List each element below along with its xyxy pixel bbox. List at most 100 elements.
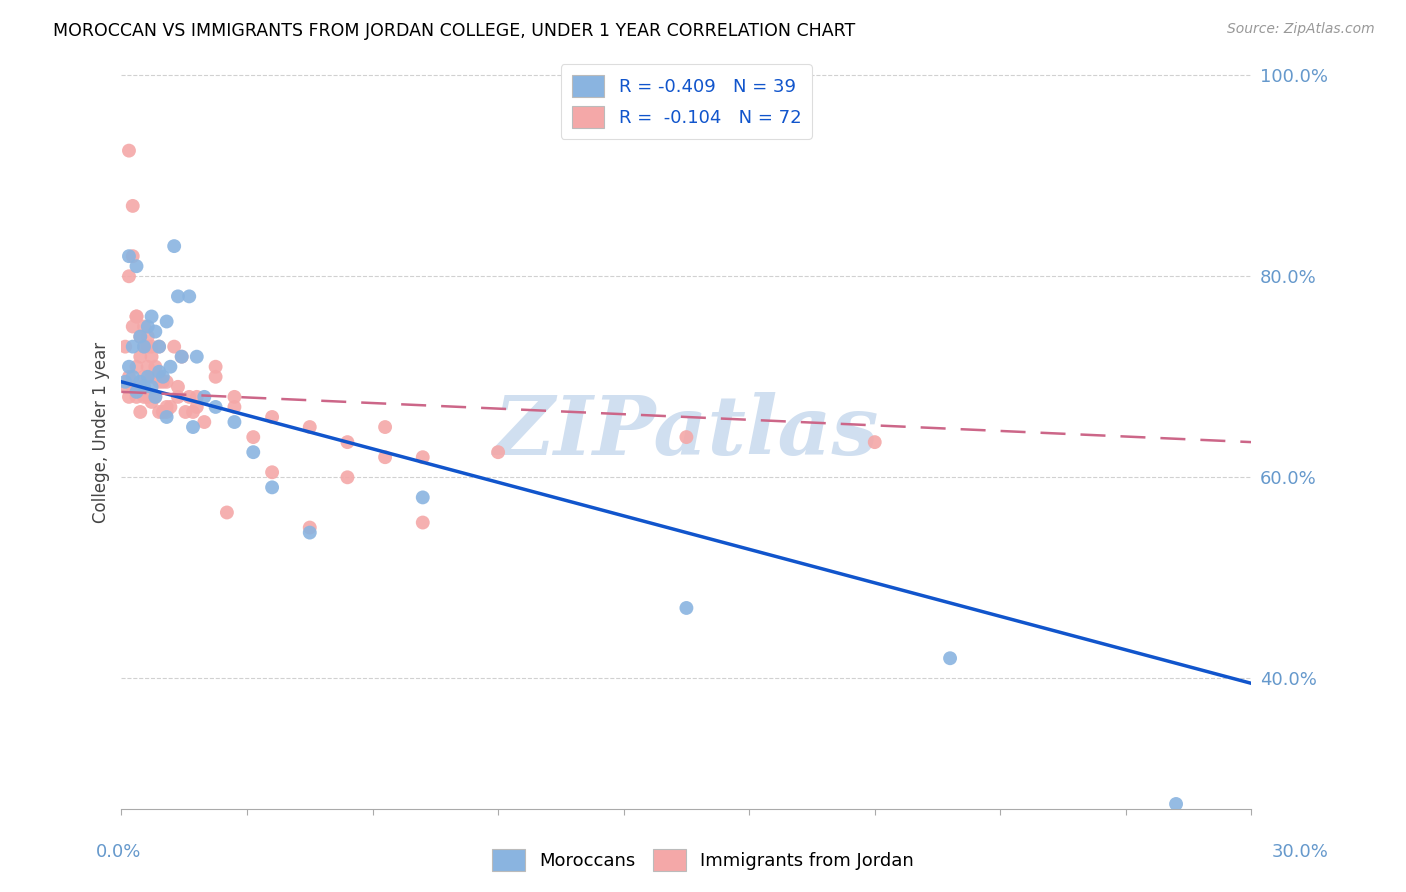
Y-axis label: College, Under 1 year: College, Under 1 year	[93, 342, 110, 523]
Point	[141, 369, 163, 384]
Point	[412, 450, 434, 465]
Point	[336, 470, 359, 484]
Point	[118, 359, 141, 374]
Text: 0.0%: 0.0%	[96, 843, 141, 861]
Point	[262, 409, 284, 424]
Point	[242, 430, 264, 444]
Point	[143, 325, 166, 339]
Point	[156, 405, 179, 419]
Point	[143, 359, 166, 374]
Point	[114, 380, 136, 394]
Point	[179, 390, 201, 404]
Point	[125, 384, 148, 399]
Point	[336, 435, 359, 450]
Point	[136, 359, 159, 374]
Point	[163, 340, 186, 354]
Point	[141, 350, 163, 364]
Point	[125, 359, 148, 374]
Point	[167, 390, 190, 404]
Point	[121, 249, 143, 263]
Point	[118, 390, 141, 404]
Point	[141, 380, 163, 394]
Point	[148, 365, 170, 379]
Point	[224, 415, 246, 429]
Point	[939, 651, 962, 665]
Point	[118, 249, 141, 263]
Point	[156, 375, 179, 389]
Text: 30.0%: 30.0%	[1272, 843, 1329, 861]
Point	[179, 289, 201, 303]
Point	[141, 395, 163, 409]
Point	[125, 310, 148, 324]
Point	[136, 340, 159, 354]
Point	[156, 409, 179, 424]
Point	[170, 350, 193, 364]
Text: Source: ZipAtlas.com: Source: ZipAtlas.com	[1227, 22, 1375, 37]
Point	[167, 289, 190, 303]
Point	[298, 420, 321, 434]
Point	[129, 375, 152, 389]
Point	[118, 369, 141, 384]
Point	[215, 506, 238, 520]
Point	[132, 380, 155, 394]
Point	[1164, 797, 1187, 811]
Point	[412, 491, 434, 505]
Point	[204, 359, 226, 374]
Point	[118, 144, 141, 158]
Point	[136, 369, 159, 384]
Point	[159, 400, 181, 414]
Point	[186, 390, 208, 404]
Point	[224, 400, 246, 414]
Text: MOROCCAN VS IMMIGRANTS FROM JORDAN COLLEGE, UNDER 1 YEAR CORRELATION CHART: MOROCCAN VS IMMIGRANTS FROM JORDAN COLLE…	[53, 22, 856, 40]
Point	[136, 319, 159, 334]
Point	[152, 375, 174, 389]
Point	[121, 199, 143, 213]
Point	[121, 380, 143, 394]
Point	[132, 340, 155, 354]
Point	[143, 369, 166, 384]
Point	[148, 340, 170, 354]
Point	[298, 525, 321, 540]
Point	[118, 269, 141, 284]
Point	[132, 319, 155, 334]
Point	[204, 369, 226, 384]
Point	[675, 601, 697, 615]
Point	[152, 405, 174, 419]
Point	[121, 319, 143, 334]
Point	[125, 390, 148, 404]
Point	[159, 359, 181, 374]
Point	[412, 516, 434, 530]
Point	[170, 350, 193, 364]
Point	[136, 329, 159, 343]
Point	[186, 350, 208, 364]
Point	[121, 340, 143, 354]
Point	[204, 400, 226, 414]
Point	[129, 329, 152, 343]
Point	[125, 259, 148, 273]
Point	[298, 520, 321, 534]
Point	[174, 405, 197, 419]
Point	[129, 380, 152, 394]
Point	[193, 390, 215, 404]
Point	[163, 239, 186, 253]
Point	[186, 400, 208, 414]
Point	[141, 340, 163, 354]
Point	[136, 390, 159, 404]
Point	[167, 380, 190, 394]
Point	[193, 415, 215, 429]
Point	[148, 375, 170, 389]
Point	[148, 340, 170, 354]
Point	[141, 310, 163, 324]
Point	[181, 420, 204, 434]
Point	[374, 420, 396, 434]
Point	[129, 350, 152, 364]
Point	[114, 375, 136, 389]
Point	[156, 314, 179, 328]
Point	[143, 390, 166, 404]
Point	[148, 405, 170, 419]
Point	[181, 405, 204, 419]
Point	[374, 450, 396, 465]
Point	[125, 310, 148, 324]
Point	[262, 465, 284, 479]
Point	[121, 369, 143, 384]
